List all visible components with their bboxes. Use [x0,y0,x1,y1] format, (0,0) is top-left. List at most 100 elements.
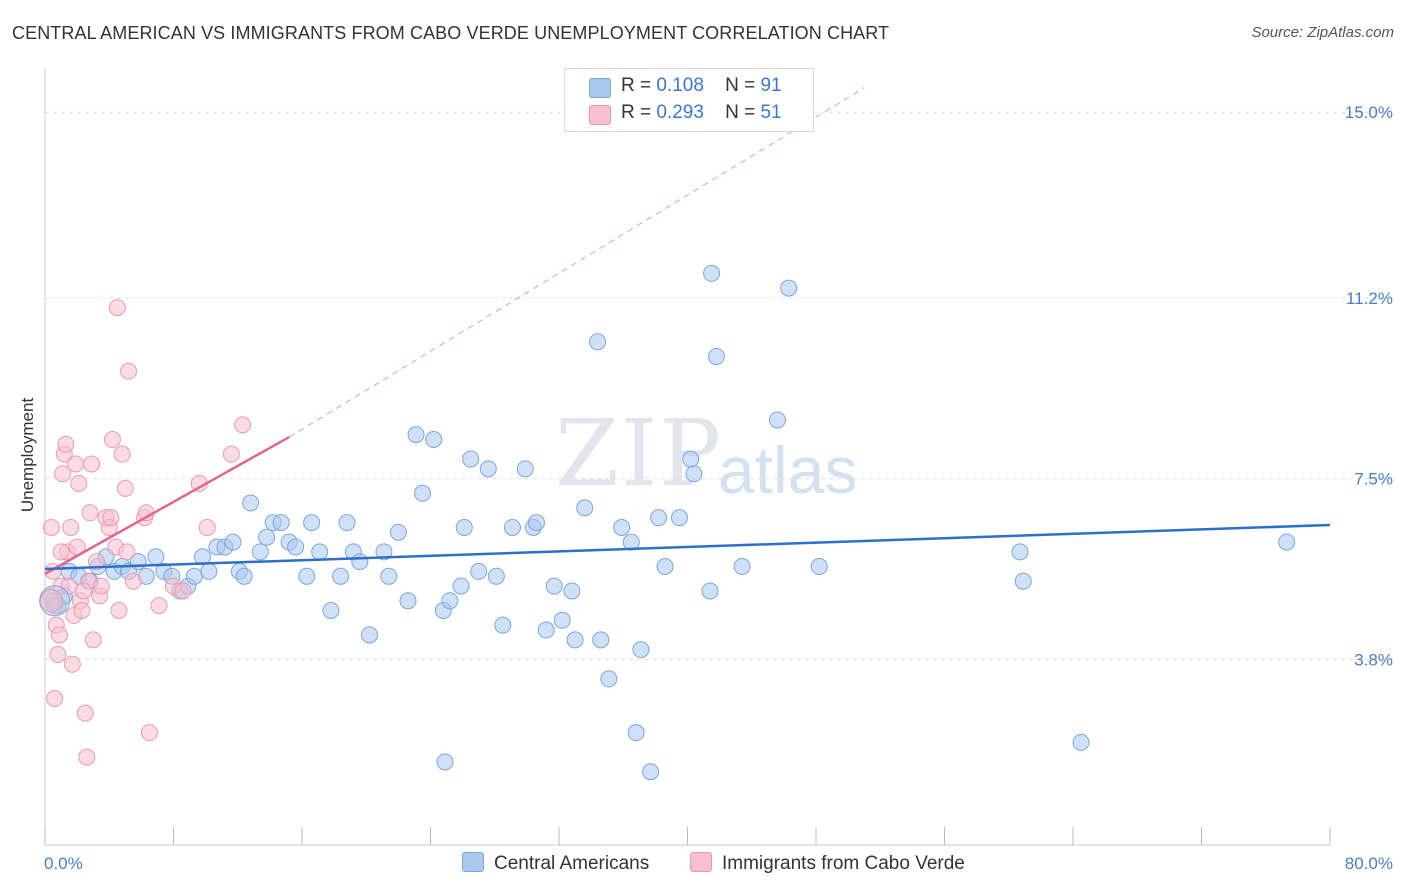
data-point-central-american [589,333,607,351]
legend-r-value: 0.293 [656,102,704,123]
data-point-central-american [399,592,417,610]
data-point-central-american [298,567,316,585]
data-point-central-american [701,582,719,600]
data-point-central-american [413,484,431,502]
data-point-central-american [566,631,584,649]
data-point-central-american [200,562,218,580]
bottom-legend-swatch-pink [690,852,712,872]
data-point-central-american [147,548,165,566]
data-point-central-american [642,763,660,781]
data-point-central-american [516,460,534,478]
data-point-central-american [503,518,521,536]
data-point-central-american [545,577,563,595]
data-point-central-american [537,621,555,639]
data-point-central-american [425,431,443,449]
data-point-central-american [251,543,269,561]
data-point-cabo-verde [76,704,94,722]
data-point-central-american [632,641,650,659]
y-tick-label: 15.0% [1345,103,1393,122]
legend-swatch-blue [589,78,611,98]
data-point-cabo-verde [174,582,192,600]
data-point-cabo-verde [87,553,105,571]
data-point-cabo-verde [75,582,93,600]
trend-line-central-american [44,523,1331,571]
data-point-cabo-verde [63,655,81,673]
data-point-central-american [1278,533,1296,551]
data-point-cabo-verde [73,602,91,620]
data-point-central-american [1014,572,1032,590]
legend-n-value: 91 [760,75,782,96]
data-point-cabo-verde [116,479,134,497]
data-point-central-american [322,602,340,620]
data-point-central-american [553,611,571,629]
data-point-central-american [389,523,407,541]
data-point-central-american [780,279,798,297]
legend-n-label: N = [725,75,756,96]
y-tick-label: 11.2% [1346,289,1393,308]
data-point-central-american [462,450,480,468]
legend-swatch-pink [589,105,611,125]
data-point-central-american [613,518,631,536]
data-point-central-american [707,347,725,365]
data-point-central-american [351,553,369,571]
chart-title: CENTRAL AMERICAN VS IMMIGRANTS FROM CABO… [12,23,890,43]
data-point-cabo-verde [54,465,72,483]
data-point-cabo-verde [78,748,96,766]
data-point-central-american [733,558,751,576]
data-point-cabo-verde [110,602,128,620]
data-cluster-central-american [39,585,71,617]
x-tick-label: 0.0% [44,854,83,873]
data-point-cabo-verde [124,572,142,590]
data-point-central-american [494,616,512,634]
trend-extension-cabo-verde [288,87,865,438]
data-point-central-american [224,533,242,551]
data-point-central-american [287,538,305,556]
data-point-cabo-verde [92,577,110,595]
legend-n-label: N = [725,102,756,123]
data-point-central-american [452,577,470,595]
data-point-cabo-verde [57,435,75,453]
data-point-cabo-verde [62,518,80,536]
data-point-central-american [563,582,581,600]
bottom-legend-central-americans: Central Americans [462,852,649,878]
data-point-central-american [487,567,505,585]
data-point-cabo-verde [113,445,131,463]
data-point-central-american [682,450,700,468]
data-point-central-american [768,411,786,429]
data-point-central-american [258,528,276,546]
data-point-central-american [375,543,393,561]
data-point-cabo-verde [222,445,240,463]
chart-source: Source: ZipAtlas.com [1251,24,1394,41]
data-point-central-american [338,514,356,532]
data-point-central-american [303,514,321,532]
data-point-central-american [436,753,454,771]
data-point-central-american [332,567,350,585]
data-point-central-american [185,567,203,585]
data-point-central-american [360,626,378,644]
data-point-central-american [685,465,703,483]
data-point-cabo-verde [118,543,136,561]
data-point-central-american [810,558,828,576]
stats-legend: R = 0.108 N = 91 R = 0.293 N = 51 [564,68,814,132]
data-point-cabo-verde [70,474,88,492]
data-point-central-american [656,558,674,576]
data-point-cabo-verde [67,455,85,473]
data-point-cabo-verde [120,362,138,380]
data-point-central-american [670,509,688,527]
y-tick-label: 7.5% [1354,470,1393,489]
data-point-cabo-verde [140,724,158,742]
data-point-central-american [1072,733,1090,751]
legend-r-label: R = [621,102,652,123]
trend-line-cabo-verde [44,435,290,575]
data-point-central-american [407,426,425,444]
data-point-central-american [1011,543,1029,561]
data-point-central-american [592,631,610,649]
data-point-central-american [441,592,459,610]
data-point-cabo-verde [52,543,70,561]
data-point-cabo-verde [102,509,120,527]
data-point-cabo-verde [81,504,99,522]
legend-r-value: 0.108 [656,75,704,96]
bottom-legend-cabo-verde: Immigrants from Cabo Verde [690,852,965,878]
data-point-central-american [627,724,645,742]
bottom-legend-label: Central Americans [494,853,650,874]
